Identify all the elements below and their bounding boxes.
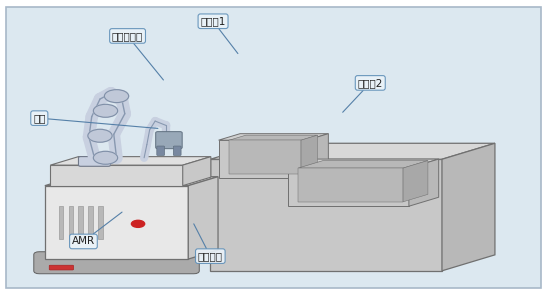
Circle shape — [105, 90, 129, 103]
Polygon shape — [442, 143, 495, 271]
Polygon shape — [45, 177, 218, 186]
FancyBboxPatch shape — [6, 6, 541, 289]
FancyBboxPatch shape — [157, 146, 165, 155]
Polygon shape — [218, 134, 328, 140]
Polygon shape — [298, 168, 403, 202]
Text: 抓手: 抓手 — [33, 113, 158, 128]
Polygon shape — [288, 168, 409, 206]
FancyBboxPatch shape — [79, 157, 111, 166]
Polygon shape — [59, 206, 63, 239]
FancyBboxPatch shape — [156, 132, 182, 149]
Polygon shape — [98, 206, 103, 239]
Circle shape — [93, 104, 118, 117]
Polygon shape — [298, 160, 428, 168]
Polygon shape — [288, 159, 439, 168]
FancyBboxPatch shape — [49, 265, 74, 270]
Polygon shape — [50, 157, 211, 165]
Text: 成品料框: 成品料框 — [194, 224, 223, 261]
Text: 原料框1: 原料框1 — [200, 16, 238, 54]
Text: 协作机器人: 协作机器人 — [112, 31, 164, 80]
Text: AMR: AMR — [72, 212, 122, 246]
Polygon shape — [50, 165, 182, 186]
FancyBboxPatch shape — [173, 146, 181, 155]
Polygon shape — [229, 140, 301, 174]
Polygon shape — [188, 177, 218, 259]
Circle shape — [93, 151, 118, 164]
Polygon shape — [79, 206, 83, 239]
Circle shape — [132, 220, 145, 227]
FancyBboxPatch shape — [34, 252, 199, 274]
Circle shape — [88, 129, 112, 142]
Polygon shape — [69, 206, 73, 239]
Polygon shape — [88, 206, 93, 239]
Polygon shape — [307, 134, 328, 178]
Polygon shape — [182, 157, 211, 186]
Polygon shape — [229, 135, 317, 140]
Polygon shape — [409, 159, 439, 206]
Polygon shape — [210, 143, 495, 159]
Polygon shape — [45, 186, 188, 259]
Polygon shape — [403, 160, 428, 202]
Polygon shape — [301, 135, 317, 174]
Text: 原料框2: 原料框2 — [343, 78, 383, 112]
Polygon shape — [210, 159, 442, 271]
Polygon shape — [218, 140, 307, 178]
